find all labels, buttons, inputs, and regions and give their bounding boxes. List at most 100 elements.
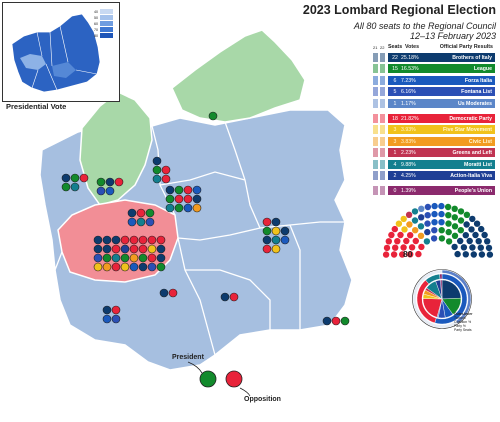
hemicycle-seat: [391, 225, 398, 233]
seat-dot: [111, 235, 121, 245]
party-votes: 1.39%: [401, 187, 416, 194]
subtitle-date: 12–13 February 2023: [409, 31, 496, 41]
hemicycle-seat: [411, 217, 419, 224]
party-votes: 3.93%: [401, 126, 416, 133]
hemicycle-seat: [445, 220, 452, 227]
seat-dot: [93, 235, 103, 245]
party-votes: 2.23%: [401, 149, 416, 156]
party-color-band: [388, 76, 495, 85]
party-votes: 21.82%: [401, 115, 419, 122]
party-seats: 1: [393, 149, 397, 156]
seat-dot: [93, 244, 103, 254]
inset-light-province: [20, 54, 46, 70]
hemicycle-seat: [417, 223, 425, 230]
results-table-header: 21 22 Seats Votes Official Party Results: [373, 44, 495, 52]
seat-dot: [271, 235, 281, 245]
party-color-band: [388, 64, 495, 73]
party-side-marker: [380, 186, 385, 195]
pie-legend-title: Outer-Inner: [454, 312, 473, 316]
scale-label-low: 21: [373, 45, 378, 50]
seat-dot: [161, 174, 171, 184]
hemicycle-seat: [451, 232, 459, 239]
party-color-band: [388, 148, 495, 157]
seat-dot: [262, 244, 272, 254]
party-color-band: [388, 114, 495, 123]
seat-dot: [165, 203, 175, 213]
seat-dot: [138, 262, 148, 272]
hemicycle-seat: [424, 212, 431, 219]
seat-dot: [102, 253, 112, 263]
hemicycle-seat: [457, 237, 464, 245]
party-side-marker: [373, 87, 378, 96]
seat-dot: [61, 173, 71, 183]
seat-dot: [111, 253, 121, 263]
hemicycle-seat: [401, 226, 408, 233]
hemicycle-seat: [382, 251, 390, 258]
hemicycle-seat: [418, 214, 425, 221]
party-votes: 16.53%: [401, 65, 419, 72]
hemicycle-seat: [477, 244, 484, 251]
pie-segment: [439, 273, 443, 280]
legend-opposition-label: Opposition: [244, 396, 281, 403]
hemicycle-seat: [444, 203, 452, 211]
hemicycle-total: 80: [403, 249, 413, 259]
party-name: Moratti List: [464, 161, 492, 168]
hemicycle-seat: [478, 251, 486, 258]
party-votes: 6.16%: [401, 88, 416, 95]
party-row: 1 2.23% Greens and Left: [373, 148, 495, 157]
legend-opposition-pointer: [239, 387, 251, 397]
inset-legend-swatch: [100, 9, 113, 14]
seat-dot: [156, 262, 166, 272]
party-votes: 3.83%: [401, 138, 416, 145]
hemicycle-seat: [438, 219, 445, 226]
legend-opposition-dot: [225, 370, 243, 388]
party-votes: 9.88%: [401, 161, 416, 168]
legend-president-dot: [199, 370, 217, 388]
pie-legend-line: Party Seats: [454, 328, 472, 332]
seat-dot: [138, 244, 148, 254]
party-color-band: [388, 137, 495, 146]
party-votes: 7.23%: [401, 77, 416, 84]
hemicycle-seat: [407, 251, 414, 258]
inset-legend-label: 70: [94, 28, 98, 32]
seat-dot: [271, 244, 281, 254]
party-seats: 5: [393, 88, 397, 95]
hemicycle-seat: [397, 231, 404, 239]
party-row: 2 4.25% Action-Italia Viva: [373, 171, 495, 180]
party-side-marker: [380, 53, 385, 62]
seat-dot: [111, 305, 121, 315]
hemicycle-seat: [423, 238, 431, 245]
hemicycle-seat: [485, 244, 493, 252]
seat-dot: [183, 194, 193, 204]
hemicycle-seat: [462, 251, 469, 258]
scale-label-high: 22: [380, 45, 385, 50]
hemicycle-seat: [438, 210, 445, 218]
party-name: Fontana List: [461, 88, 492, 95]
seat-dot: [120, 244, 130, 254]
hemicycle-seat: [472, 231, 479, 239]
party-side-marker: [380, 114, 385, 123]
party-seats: 2: [393, 172, 397, 179]
hemicycle-seat: [388, 231, 395, 239]
hemicycle-seat: [451, 205, 458, 212]
seat-dot: [165, 185, 175, 195]
hemicycle-seat: [431, 227, 438, 234]
party-side-marker: [373, 125, 378, 134]
seat-dot: [120, 253, 130, 263]
hemicycle-seat: [406, 221, 413, 228]
seat-dot: [102, 262, 112, 272]
party-name: Democratic Party: [449, 115, 492, 122]
hemicycle-seat: [407, 232, 414, 239]
seat-dot: [229, 292, 239, 302]
inset-legend-swatch: [100, 33, 113, 38]
seat-dot: [152, 165, 162, 175]
hemicycle-seat: [417, 232, 425, 239]
seat-dot: [114, 177, 124, 187]
region-league-north[interactable]: [171, 29, 306, 123]
hemicycle-seat: [457, 217, 465, 224]
hemicycle-seat: [403, 237, 410, 245]
party-row: 3 3.83% Civic List: [373, 137, 495, 146]
hemicycle-seat: [457, 208, 465, 215]
inset-legend-label: 40: [94, 10, 98, 14]
party-votes: 4.25%: [401, 172, 416, 179]
